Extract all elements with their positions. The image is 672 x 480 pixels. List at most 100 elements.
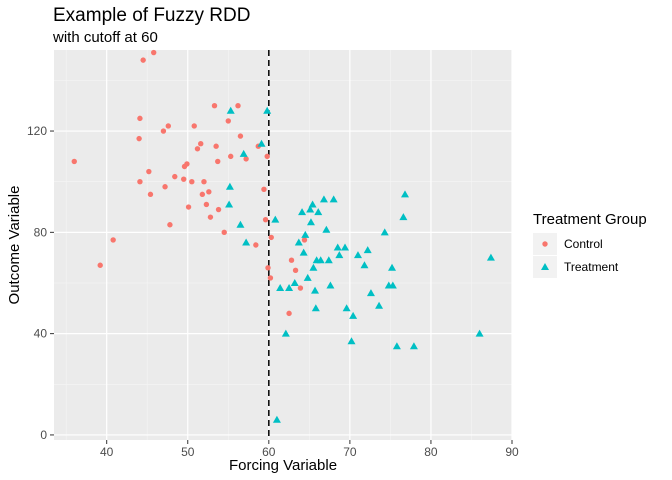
point-control (180, 176, 187, 182)
point-control (151, 49, 157, 56)
point-control (206, 189, 212, 195)
minor-gridlines (54, 50, 512, 440)
point-treatment (486, 253, 495, 261)
x-tick-label: 70 (343, 445, 357, 459)
plot-panel (54, 50, 512, 440)
x-tick-label: 40 (100, 445, 114, 459)
point-control (110, 237, 116, 243)
chart-subtitle: with cutoff at 60 (52, 29, 158, 46)
point-control (165, 123, 171, 129)
point-control (194, 146, 201, 152)
point-treatment (308, 200, 317, 208)
point-control (189, 178, 195, 185)
legend: Treatment Group Control Treatment (533, 211, 647, 278)
point-control (292, 267, 299, 274)
y-tick-label: 80 (34, 225, 48, 239)
legend-label-treatment: Treatment (564, 260, 619, 274)
point-treatment (236, 220, 245, 228)
point-control (172, 173, 178, 180)
point-control (288, 257, 295, 263)
point-treatment (319, 195, 328, 203)
y-tick-label: 120 (27, 124, 47, 138)
point-control (253, 242, 259, 248)
point-treatment (399, 213, 408, 221)
point-treatment (311, 304, 320, 312)
point-control (201, 178, 207, 185)
x-tick-label: 80 (424, 445, 438, 459)
point-treatment (301, 230, 310, 238)
point-control (237, 133, 244, 139)
point-control (137, 115, 143, 122)
point-control (228, 153, 234, 160)
point-treatment (239, 149, 248, 157)
point-treatment (366, 289, 375, 297)
point-control (199, 191, 206, 198)
point-treatment (299, 248, 308, 256)
point-control (167, 222, 173, 228)
point-control (268, 234, 274, 241)
point-control (71, 158, 77, 165)
point-treatment (353, 251, 362, 259)
point-treatment (281, 329, 290, 337)
point-treatment (326, 281, 335, 289)
point-treatment (333, 243, 342, 251)
data-points (71, 49, 495, 423)
legend-control-marker (542, 241, 548, 247)
point-treatment (475, 329, 484, 337)
point-treatment (388, 281, 397, 289)
point-control (261, 186, 267, 192)
point-control (262, 216, 269, 223)
point-control (215, 206, 222, 213)
point-treatment (409, 342, 418, 350)
point-treatment (306, 205, 315, 213)
point-treatment (257, 139, 266, 147)
point-treatment (276, 284, 285, 292)
point-treatment (335, 251, 344, 259)
point-treatment (324, 256, 333, 264)
point-treatment (380, 228, 389, 236)
legend-label-control: Control (564, 237, 603, 251)
y-tick-label: 0 (40, 428, 47, 442)
point-treatment (298, 208, 307, 216)
point-control (211, 103, 218, 109)
point-control (225, 118, 231, 124)
point-treatment (388, 263, 397, 271)
point-treatment (225, 200, 234, 208)
x-axis: 40 50 60 70 80 90 (100, 440, 519, 459)
point-treatment (392, 342, 401, 350)
y-axis: 0 40 80 120 (27, 124, 54, 442)
point-control (162, 184, 168, 190)
legend-title: Treatment Group (533, 211, 647, 228)
point-control (191, 123, 197, 129)
point-treatment (311, 286, 320, 294)
point-control (207, 214, 214, 220)
point-control (97, 262, 103, 268)
point-control (137, 178, 143, 185)
point-control (267, 275, 274, 281)
point-treatment (322, 225, 331, 233)
point-treatment (349, 311, 358, 319)
point-treatment (226, 106, 235, 114)
point-control (213, 143, 219, 149)
point-treatment (306, 218, 315, 226)
point-control (286, 310, 292, 317)
point-treatment (294, 238, 303, 246)
x-tick-label: 50 (181, 445, 195, 459)
point-control (215, 158, 221, 165)
point-treatment (242, 238, 251, 246)
x-tick-label: 60 (262, 445, 276, 459)
point-control (264, 153, 270, 160)
point-treatment (347, 337, 356, 345)
point-treatment (272, 415, 281, 423)
x-axis-title: Forcing Variable (229, 457, 337, 474)
point-treatment (314, 208, 323, 216)
point-treatment (285, 284, 294, 292)
point-control (265, 265, 271, 271)
point-treatment (363, 246, 372, 254)
point-control (140, 57, 146, 63)
point-treatment (271, 215, 280, 223)
point-treatment (263, 106, 272, 114)
point-control (221, 229, 227, 236)
point-control (297, 285, 304, 291)
x-tick-label: 90 (505, 445, 519, 459)
